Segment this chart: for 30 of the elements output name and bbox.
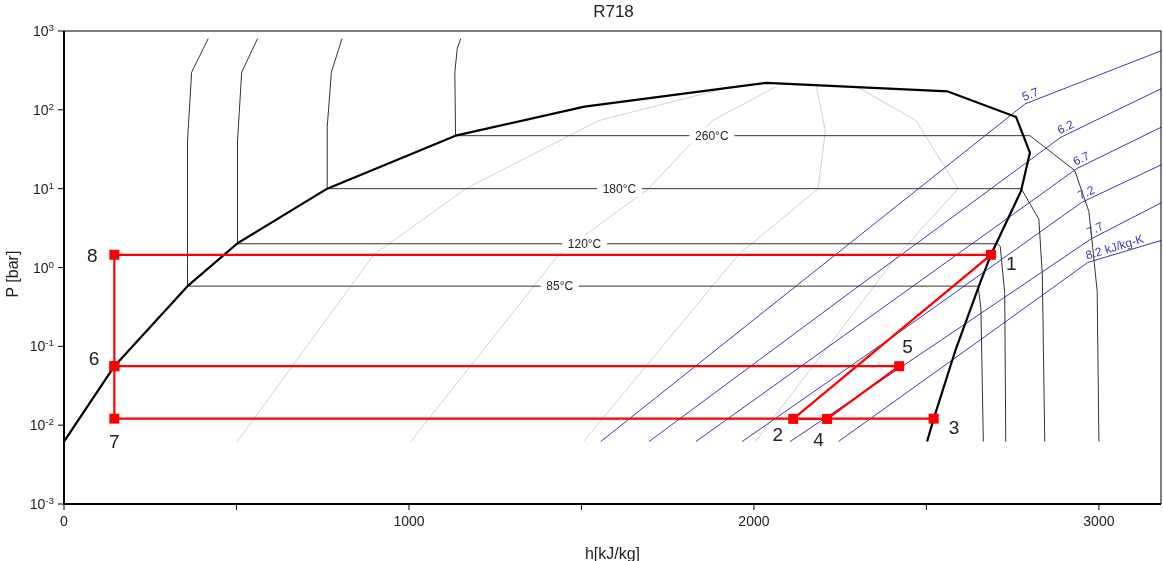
annotation: 120°C bbox=[567, 236, 602, 251]
annotation: 7 bbox=[109, 430, 120, 452]
y-tick-label: 10$^{-2}$ bbox=[29, 415, 54, 434]
x-tick-label: 2000 bbox=[738, 513, 770, 529]
annotation: 3 bbox=[948, 417, 960, 439]
y-tick-label: 10$^{1}$ bbox=[32, 179, 54, 197]
text: 6.7 bbox=[1070, 148, 1093, 169]
annotation: 2 bbox=[772, 424, 783, 446]
x-tick-label: 1000 bbox=[393, 513, 425, 529]
x-tick-label: 0 bbox=[60, 513, 69, 529]
annotation: 85°C bbox=[546, 279, 574, 294]
y-tick-label: 10$^{-3}$ bbox=[29, 494, 55, 512]
y-tick-label: 10$^{3}$ bbox=[32, 21, 55, 39]
annotation: 180°C bbox=[602, 181, 637, 196]
y-tick-label: 10$^{-1}$ bbox=[29, 336, 54, 355]
text: 7.7 bbox=[1084, 218, 1107, 239]
annotation: 5 bbox=[902, 335, 913, 357]
y-tick-label: 10$^{2}$ bbox=[32, 100, 54, 118]
text: 7.2 bbox=[1075, 182, 1098, 203]
chart-title: R718 bbox=[592, 2, 635, 22]
annotation: 1 bbox=[1005, 253, 1017, 275]
x-tick-label: 3000 bbox=[1083, 513, 1115, 529]
annotation: 6 bbox=[88, 347, 100, 369]
y-tick-label: 10$^{0}$ bbox=[32, 258, 55, 276]
annotation: 8 bbox=[87, 244, 98, 266]
annotation: 260°C bbox=[695, 128, 729, 143]
annotation: 4 bbox=[813, 429, 825, 451]
y-axis-title: P [bar] bbox=[3, 250, 21, 298]
text: 6.2 bbox=[1054, 117, 1077, 138]
text: 5.7 bbox=[1019, 84, 1041, 104]
